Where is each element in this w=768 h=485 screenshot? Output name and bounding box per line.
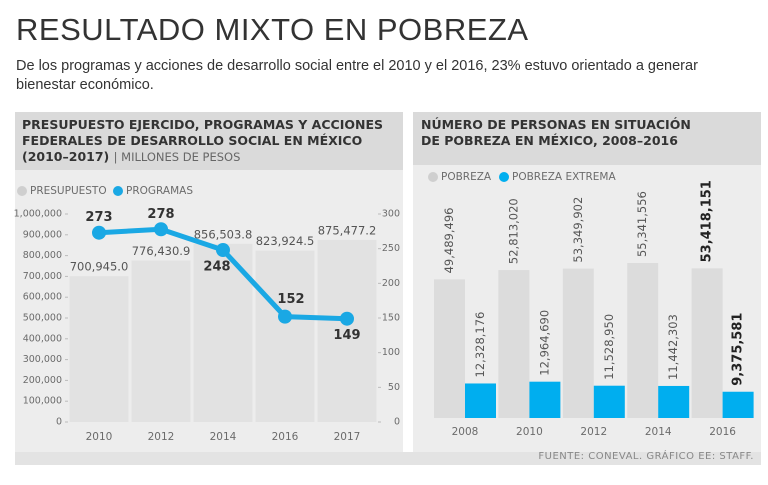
legend-swatch <box>428 172 438 182</box>
x-tick-label: 2012 <box>148 431 175 443</box>
units: | MILLONES DE PESOS <box>113 150 241 164</box>
y2-tick-label: 200 <box>382 278 400 289</box>
x-tick-label: 2012 <box>580 426 607 438</box>
bar <box>434 279 465 418</box>
bar <box>562 268 594 418</box>
footer-band <box>15 452 761 465</box>
bar-label: 11,442,303 <box>666 314 680 380</box>
point <box>216 243 230 258</box>
point-label: 273 <box>85 210 112 225</box>
point <box>340 311 354 326</box>
bar <box>498 270 530 418</box>
chart-header: PRESUPUESTO EJERCIDO, PROGRAMAS Y ACCION… <box>22 117 392 165</box>
x-tick-label: 2014 <box>645 426 672 438</box>
bar-label: 52,813,020 <box>506 198 520 264</box>
bar <box>691 268 723 418</box>
point <box>278 309 292 324</box>
bar <box>317 239 377 422</box>
bar <box>255 250 315 422</box>
legend-label: PROGRAMAS <box>126 185 193 197</box>
subtitle: De los programas y acciones de desarroll… <box>16 58 698 93</box>
y-tick-label: 100,000 <box>23 396 62 407</box>
x-tick-label: 2014 <box>210 431 237 443</box>
point-label: 149 <box>333 328 360 343</box>
y2-tick-label: 100 <box>382 347 400 358</box>
bar-label: 700,945.0 <box>70 260 129 274</box>
x-tick-label: 2016 <box>272 431 299 443</box>
bar-label: 776,430.9 <box>132 244 191 258</box>
y-tick-label: 0 <box>56 417 62 428</box>
x-tick-label: 2010 <box>516 426 543 438</box>
legend-swatch <box>499 172 509 182</box>
y2-tick-label: 300 <box>382 209 400 220</box>
y-tick-label: 1,000,000 <box>14 209 62 220</box>
bar <box>69 276 129 422</box>
legend-label: POBREZA EXTREMA <box>512 171 616 183</box>
y-tick-label: 300,000 <box>23 354 62 365</box>
bar-label: 856,503.8 <box>194 227 253 241</box>
y-tick-label: 600,000 <box>23 292 62 303</box>
legend-swatch <box>113 186 123 196</box>
bar <box>627 263 659 418</box>
bar-label: 53,349,902 <box>571 197 585 263</box>
bar-label: 11,528,950 <box>602 314 616 380</box>
bar <box>658 385 690 418</box>
chart-title: NÚMERO DE PERSONAS EN SITUACIÓN DE POBRE… <box>421 117 691 148</box>
legend-label: PRESUPUESTO <box>30 185 107 197</box>
bar-label: 12,328,176 <box>473 312 487 378</box>
y2-tick-label: 150 <box>382 313 400 324</box>
bar <box>529 381 561 418</box>
point <box>154 222 168 237</box>
y-tick-label: 400,000 <box>23 333 62 344</box>
legend-label: POBREZA <box>441 171 492 183</box>
title: RESULTADO MIXTO EN POBREZA <box>16 12 529 47</box>
y2-tick-label: 50 <box>388 382 400 393</box>
bar-label: 9,375,581 <box>731 313 746 386</box>
y-tick-label: 200,000 <box>23 375 62 386</box>
bar-label: 823,924.5 <box>256 234 315 248</box>
y-tick-label: 800,000 <box>23 250 62 261</box>
panel-header <box>15 112 403 170</box>
y-tick-label: 900,000 <box>23 229 62 240</box>
panel-header <box>413 112 761 165</box>
y-tick-label: 700,000 <box>23 271 62 282</box>
bar <box>465 383 496 418</box>
bar <box>593 385 625 418</box>
point-label: 278 <box>147 207 174 222</box>
bar <box>131 260 191 422</box>
x-tick-label: 2008 <box>452 426 479 438</box>
legend-swatch <box>17 186 27 196</box>
point-label: 248 <box>203 260 230 275</box>
y2-tick-label: 250 <box>382 243 400 254</box>
y2-tick-label: 0 <box>394 417 400 428</box>
bar <box>722 391 754 418</box>
chart-title: PRESUPUESTO EJERCIDO, PROGRAMAS Y ACCION… <box>22 117 383 164</box>
source: FUENTE: CONEVAL. GRÁFICO EE: STAFF. <box>538 451 754 462</box>
x-tick-label: 2017 <box>334 431 361 443</box>
bar-label: 875,477.2 <box>318 223 377 237</box>
x-tick-label: 2010 <box>86 431 113 443</box>
bar-label: 53,418,151 <box>700 180 715 262</box>
point <box>92 225 106 240</box>
point-label: 152 <box>277 292 304 307</box>
bar-label: 12,964,690 <box>537 310 551 376</box>
bar-label: 49,489,496 <box>442 208 456 274</box>
x-tick-label: 2016 <box>709 426 736 438</box>
bar-label: 55,341,556 <box>635 191 649 257</box>
y-tick-label: 500,000 <box>23 313 62 324</box>
